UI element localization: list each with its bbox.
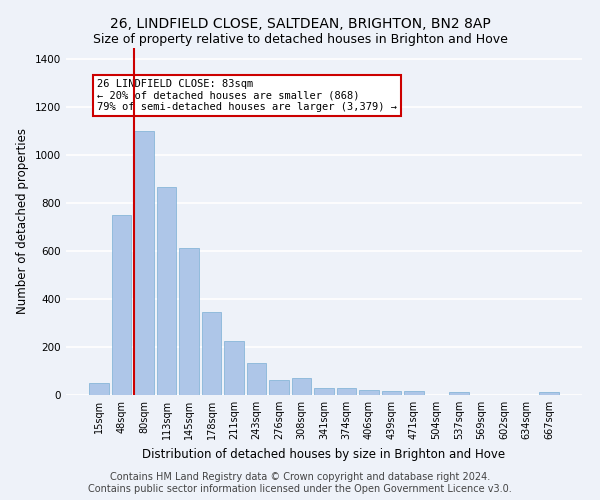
Text: Contains HM Land Registry data © Crown copyright and database right 2024.
Contai: Contains HM Land Registry data © Crown c…	[88, 472, 512, 494]
Bar	[134, 132, 154, 395]
Bar	[404, 391, 424, 395]
Bar	[359, 390, 379, 395]
Bar	[247, 362, 266, 395]
Y-axis label: Number of detached properties: Number of detached properties	[16, 128, 29, 314]
Bar	[179, 248, 199, 395]
Text: Size of property relative to detached houses in Brighton and Hove: Size of property relative to detached ho…	[92, 32, 508, 46]
Text: 26 LINDFIELD CLOSE: 83sqm
← 20% of detached houses are smaller (868)
79% of semi: 26 LINDFIELD CLOSE: 83sqm ← 20% of detac…	[97, 79, 397, 112]
Bar	[539, 392, 559, 395]
Bar	[89, 383, 109, 395]
Bar	[224, 341, 244, 395]
Bar	[269, 380, 289, 395]
Bar	[112, 216, 131, 395]
Text: 26, LINDFIELD CLOSE, SALTDEAN, BRIGHTON, BN2 8AP: 26, LINDFIELD CLOSE, SALTDEAN, BRIGHTON,…	[110, 18, 490, 32]
Bar	[202, 312, 221, 395]
Bar	[314, 388, 334, 395]
Bar	[449, 392, 469, 395]
Bar	[337, 388, 356, 395]
Bar	[382, 392, 401, 395]
X-axis label: Distribution of detached houses by size in Brighton and Hove: Distribution of detached houses by size …	[142, 448, 506, 460]
Bar	[157, 187, 176, 395]
Bar	[292, 378, 311, 395]
